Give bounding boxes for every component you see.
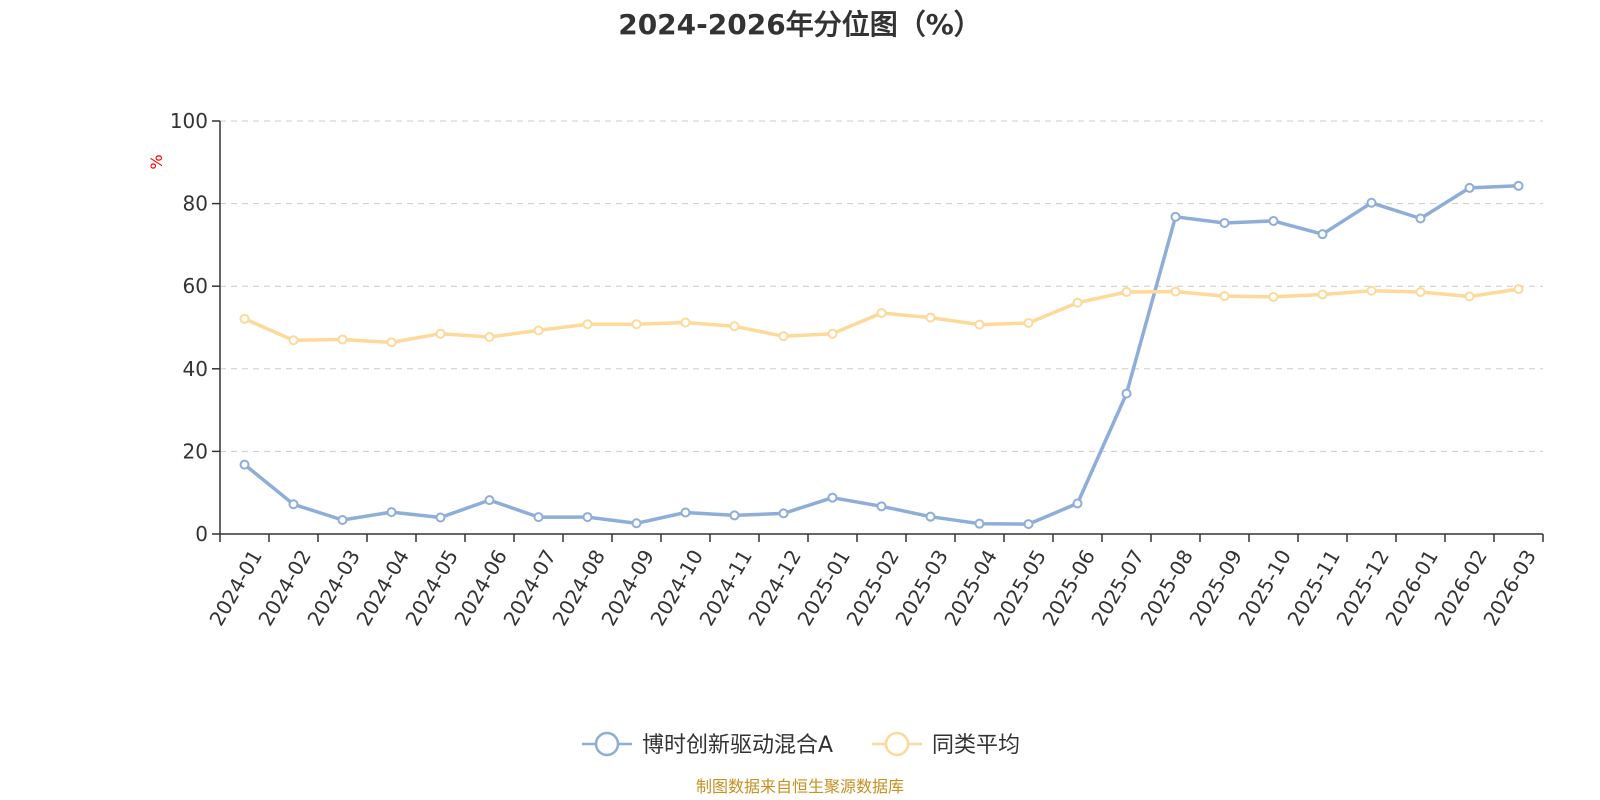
data-point[interactable] [1415,286,1426,297]
legend[interactable]: 博时创新驱动混合A 同类平均 [582,731,1020,758]
data-point[interactable] [239,313,250,324]
data-point[interactable] [680,317,691,328]
data-point[interactable] [1170,286,1181,297]
data-point[interactable] [582,319,593,330]
y-tick-label: 60 [183,274,208,298]
legend-label: 同类平均 [932,733,1020,758]
data-point[interactable] [1121,286,1132,297]
legend-marker-icon [884,731,910,757]
data-point[interactable] [1023,519,1034,530]
data-point[interactable] [1464,182,1475,193]
data-point[interactable] [729,321,740,332]
data-point[interactable] [1170,211,1181,222]
data-point[interactable] [1268,215,1279,226]
data-point[interactable] [484,331,495,342]
data-point[interactable] [1513,284,1524,295]
data-point[interactable] [974,518,985,529]
data-point[interactable] [386,337,397,348]
y-tick-label: 40 [183,357,208,381]
data-point[interactable] [631,518,642,529]
data-point[interactable] [1023,317,1034,328]
data-point[interactable] [631,319,642,330]
data-point[interactable] [925,312,936,323]
legend-item-2[interactable]: 同类平均 [872,731,1020,758]
data-point[interactable] [1219,218,1230,229]
data-point[interactable] [876,308,887,319]
data-point[interactable] [484,495,495,506]
series-2 [239,284,1524,348]
y-tick-label: 80 [183,192,208,216]
data-point[interactable] [1268,291,1279,302]
data-point[interactable] [876,501,887,512]
data-point[interactable] [778,331,789,342]
data-point[interactable] [1366,285,1377,296]
axes: 0204060801002024-012024-022024-032024-04… [170,109,1544,630]
legend-label: 博时创新驱动混合A [642,733,833,758]
y-tick-label: 100 [170,109,208,133]
chart-title: 2024-2026年分位图（%） [618,8,982,41]
data-point[interactable] [925,511,936,522]
data-point[interactable] [974,319,985,330]
data-point[interactable] [1121,388,1132,399]
data-point[interactable] [1464,291,1475,302]
data-point[interactable] [680,507,691,518]
data-point[interactable] [582,512,593,523]
data-point[interactable] [435,512,446,523]
data-point[interactable] [435,328,446,339]
data-point[interactable] [1317,229,1328,240]
data-point[interactable] [337,334,348,345]
data-point[interactable] [729,510,740,521]
series-lines [239,180,1524,530]
data-point[interactable] [827,328,838,339]
data-point[interactable] [1513,180,1524,191]
legend-marker-icon [594,731,620,757]
data-point[interactable] [778,508,789,519]
data-point[interactable] [1072,297,1083,308]
data-point[interactable] [533,325,544,336]
series-1 [239,180,1524,530]
data-point[interactable] [386,507,397,518]
grid-lines [220,120,1543,452]
data-point[interactable] [1366,197,1377,208]
data-point[interactable] [1415,213,1426,224]
data-point[interactable] [239,459,250,470]
data-point[interactable] [827,492,838,503]
data-point[interactable] [288,499,299,510]
y-axis-unit-label: % [147,154,166,169]
data-point[interactable] [1317,289,1328,300]
data-point[interactable] [1219,291,1230,302]
y-tick-label: 0 [195,522,208,546]
series-line [243,184,1519,526]
data-source-note: 制图数据来自恒生聚源数据库 [696,777,904,796]
legend-item-1[interactable]: 博时创新驱动混合A [582,731,833,758]
y-tick-label: 20 [183,439,208,463]
data-point[interactable] [337,514,348,525]
data-point[interactable] [533,512,544,523]
data-point[interactable] [288,335,299,346]
data-point[interactable] [1072,498,1083,509]
